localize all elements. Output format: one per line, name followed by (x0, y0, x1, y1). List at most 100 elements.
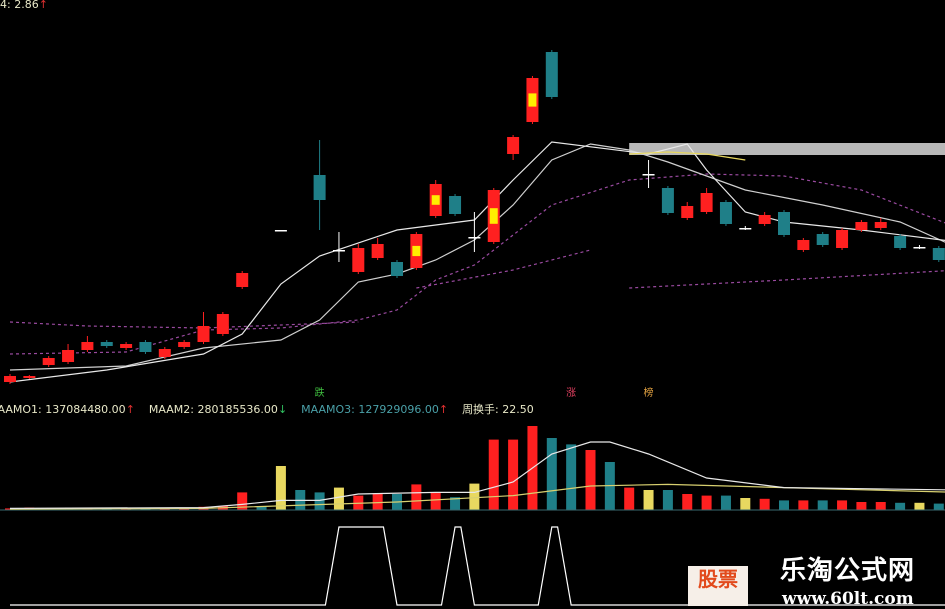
volume-bar (759, 498, 770, 510)
candle-body (371, 244, 384, 258)
ma-white2-line (9, 143, 945, 371)
highlight-band (629, 143, 945, 155)
candle-body (391, 262, 403, 276)
ma-yellow-line (629, 151, 746, 161)
candle-body (449, 196, 462, 214)
volume-bar (314, 492, 325, 510)
candle-body (23, 376, 36, 378)
watermark-site-name: 乐淘公式网 (780, 556, 916, 586)
candle-body (545, 52, 558, 97)
ma-white-line (9, 141, 945, 383)
volume-ma2-line (9, 483, 945, 510)
candle-body (62, 350, 75, 362)
legend-item: MAAM2: 280185536.00↓ (149, 403, 287, 416)
volume-bar (585, 450, 596, 510)
signal-line (10, 526, 945, 606)
trend-arrow-icon: ↑ (125, 403, 135, 416)
volume-bar (237, 492, 248, 510)
candle-highlight (528, 93, 537, 107)
candle-body (778, 212, 790, 235)
volume-bar (256, 506, 267, 510)
candle-body (700, 193, 713, 212)
candle-body (797, 240, 810, 250)
candle-body (100, 342, 113, 346)
candle-body (332, 250, 345, 252)
candle-highlight (431, 195, 440, 205)
volume-bar (488, 439, 499, 510)
legend-item: MAAMO3: 127929096.00↑ (301, 403, 448, 416)
candle-body (894, 236, 907, 248)
legend-value: MAAMO3: 127929096.00 (301, 403, 439, 416)
candle-body (681, 206, 694, 218)
volume-bar (546, 438, 557, 510)
candle-body (178, 342, 191, 347)
volume-bar (450, 497, 461, 510)
volume-bar (662, 490, 673, 510)
candle-body (4, 376, 16, 382)
candle-body (236, 273, 249, 287)
volume-bar (933, 503, 944, 510)
volume-bar (682, 494, 693, 510)
volume-bar (817, 500, 828, 510)
legend-value: MAAMO1: 137084480.00 (0, 403, 126, 416)
signal-marker: 涨 (566, 388, 577, 399)
candle-body (507, 137, 520, 154)
candle-body (758, 215, 771, 224)
candle-body (139, 342, 152, 352)
candle-body (42, 358, 55, 365)
watermark-logo: 股票 (688, 566, 748, 606)
volume-bar (875, 502, 886, 510)
volume-bar (914, 502, 925, 510)
volume-bar (798, 500, 809, 510)
volume-bar (837, 500, 848, 510)
price-indicator-label: 4: 2.86↑ (0, 0, 48, 11)
candle-body (352, 248, 365, 272)
volume-bar (720, 495, 731, 510)
candle-body (216, 314, 229, 334)
volume-bar (566, 444, 577, 510)
candle-highlight (489, 208, 498, 224)
volume-bar (508, 439, 519, 510)
volume-bar (740, 498, 751, 510)
watermark-url: www.60lt.com (782, 589, 914, 609)
signal-marker: 跌 (314, 388, 325, 399)
candle-body (836, 230, 849, 248)
candle-body (642, 174, 655, 176)
trend-arrow-icon: ↓ (277, 403, 288, 416)
candle-body (855, 222, 868, 230)
candle-highlight (412, 245, 421, 257)
volume-bar (469, 483, 480, 510)
candle-body (661, 188, 674, 213)
volume-indicator-legend: MAAMO1: 137084480.00↑ MAAM2: 280185536.00… (0, 403, 548, 416)
candle-body (158, 349, 171, 357)
volume-bar (372, 494, 383, 510)
legend-item: 周换手: 22.50 (462, 403, 534, 416)
volume-bar (779, 500, 789, 510)
legend-item: MAAMO1: 137084480.00↑ (0, 403, 135, 416)
candle-body (816, 234, 829, 245)
trend-arrow-icon: ↑ (438, 403, 449, 416)
volume-ma1-line (9, 441, 945, 509)
volume-bar (895, 502, 906, 510)
volume-bar (275, 466, 286, 510)
ma-lower2-line (629, 270, 945, 289)
candle-body (313, 175, 326, 200)
volume-bar (856, 502, 867, 510)
up-arrow-icon: ↑ (38, 0, 48, 11)
candle-body (913, 247, 926, 249)
volume-bar (430, 492, 441, 510)
volume-bar (624, 487, 635, 510)
candle-body (197, 326, 210, 342)
candle-body (932, 248, 945, 260)
ma-purple-line (9, 173, 945, 355)
signal-marker: 榜 (643, 388, 654, 399)
volume-bar (643, 490, 654, 510)
indicator-value: 4: 2.86 (0, 0, 39, 11)
volume-bar (701, 495, 712, 510)
volume-bar (411, 484, 422, 510)
legend-value: MAAM2: 280185536.00 (148, 403, 278, 416)
candle-body (81, 342, 94, 350)
candle-body (719, 202, 732, 224)
ma-lower-line (416, 249, 591, 289)
